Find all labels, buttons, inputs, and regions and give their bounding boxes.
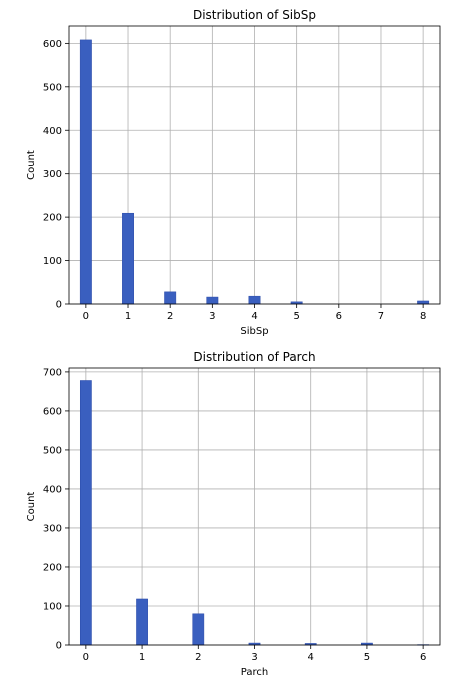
bar <box>136 598 148 646</box>
x-tick-label: 2 <box>167 311 173 322</box>
x-tick-label: 4 <box>251 311 257 322</box>
y-tick-label: 600 <box>43 39 62 50</box>
y-tick-label: 700 <box>43 367 62 378</box>
x-tick-label: 5 <box>364 652 370 663</box>
y-tick-label: 500 <box>43 445 62 456</box>
x-axis-label: Parch <box>241 667 268 678</box>
x-axis-label: SibSp <box>240 326 268 337</box>
bar <box>79 39 92 305</box>
y-tick-label: 300 <box>43 169 62 180</box>
bar <box>192 613 205 646</box>
x-tick-label: 8 <box>420 311 426 322</box>
bar <box>122 212 134 305</box>
y-tick-label: 400 <box>43 126 62 137</box>
y-tick-label: 100 <box>43 256 62 267</box>
y-axis-label: Count <box>26 492 37 522</box>
chart-panel-parch: 0 1 2 3 4 5 6 0 100 200 300 400 500 600 700 Distributio… <box>26 350 441 678</box>
y-tick-label: 600 <box>43 406 62 417</box>
x-tick-label: 6 <box>420 652 426 663</box>
x-tick-label: 4 <box>308 652 314 663</box>
x-tick-label: 0 <box>83 311 89 322</box>
bar <box>79 380 92 646</box>
x-tick-label: 3 <box>251 652 257 663</box>
chart-title: Distribution of SibSp <box>193 8 316 22</box>
x-tick-label: 0 <box>83 652 89 663</box>
y-axis-label: Count <box>26 150 37 180</box>
x-tick-label: 7 <box>378 311 384 322</box>
y-tick-label: 500 <box>43 82 62 93</box>
bar <box>164 291 177 305</box>
y-tick-label: 200 <box>43 562 62 573</box>
x-tick-label: 5 <box>293 311 299 322</box>
x-tick-label: 1 <box>139 652 145 663</box>
bar <box>206 296 219 305</box>
y-tick-label: 100 <box>43 601 62 612</box>
x-tick-label: 6 <box>336 311 342 322</box>
y-tick-label: 200 <box>43 213 62 224</box>
x-tick-label: 2 <box>195 652 201 663</box>
y-tick-label: 300 <box>43 523 62 534</box>
x-tick-label: 3 <box>209 311 215 322</box>
chart-title: Distribution of Parch <box>193 350 315 364</box>
chart-panel-sibsp: 0 1 2 3 4 5 6 7 8 0 100 200 300 400 500 600 Distribution… <box>26 8 441 337</box>
y-tick-label: 0 <box>56 300 62 311</box>
bar <box>248 295 261 305</box>
bar <box>417 300 430 305</box>
y-tick-label: 0 <box>56 641 62 652</box>
x-tick-label: 1 <box>125 311 131 322</box>
y-tick-label: 400 <box>43 484 62 495</box>
